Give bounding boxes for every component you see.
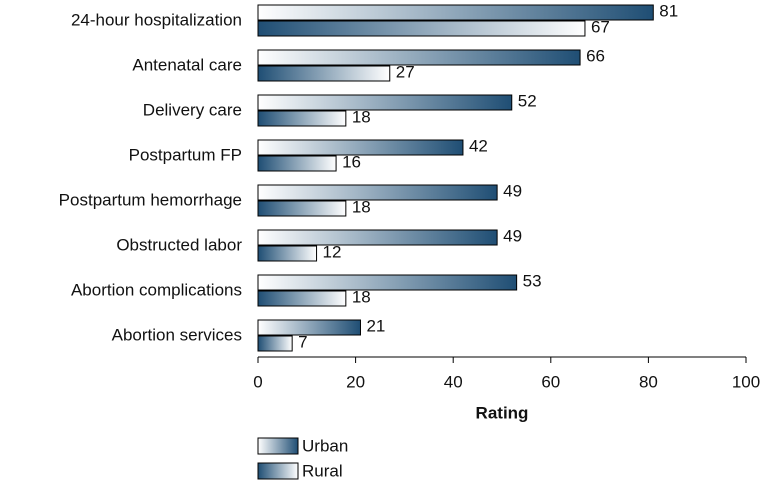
x-axis-title: Rating	[476, 403, 529, 422]
bar	[257, 139, 464, 156]
x-tick-label: 0	[253, 372, 262, 391]
y-tick-label: Antenatal care	[132, 55, 242, 74]
value-label: 18	[352, 287, 371, 306]
x-tick-label: 80	[639, 372, 658, 391]
value-label: 21	[366, 316, 385, 335]
legend-label: Rural	[302, 461, 343, 480]
bar	[257, 110, 347, 127]
value-label: 12	[323, 242, 342, 261]
value-label: 49	[503, 226, 522, 245]
x-tick-label: 100	[732, 372, 760, 391]
value-label: 16	[342, 152, 361, 171]
bar	[257, 94, 513, 111]
y-tick-label: Postpartum FP	[129, 145, 242, 164]
value-label: 27	[396, 62, 415, 81]
bar	[257, 274, 518, 291]
bar	[257, 245, 318, 262]
bar	[257, 65, 391, 82]
y-tick-label: Postpartum hemorrhage	[59, 190, 242, 209]
y-tick-label: 24-hour hospitalization	[71, 10, 242, 29]
bar	[257, 184, 498, 201]
bar	[257, 290, 347, 307]
legend-label: Urban	[302, 436, 348, 455]
legend-swatch	[257, 462, 299, 480]
legend-swatch	[257, 437, 299, 455]
bar	[257, 49, 581, 66]
bar	[257, 200, 347, 217]
x-tick-label: 40	[444, 372, 463, 391]
value-label: 49	[503, 181, 522, 200]
x-tick-label: 60	[541, 372, 560, 391]
y-tick-label: Obstructed labor	[116, 235, 242, 254]
value-label: 81	[659, 1, 678, 20]
value-label: 52	[518, 91, 537, 110]
value-label: 66	[586, 46, 605, 65]
value-label: 18	[352, 107, 371, 126]
bar	[257, 155, 337, 172]
value-label: 7	[298, 332, 307, 351]
value-label: 53	[523, 271, 542, 290]
bar	[257, 335, 293, 352]
value-label: 42	[469, 136, 488, 155]
y-tick-label: Abortion services	[112, 325, 242, 344]
bar	[257, 319, 361, 336]
value-label: 18	[352, 197, 371, 216]
bar	[257, 20, 586, 37]
bar	[257, 4, 654, 21]
value-label: 67	[591, 17, 610, 36]
bar	[257, 229, 498, 246]
y-tick-label: Abortion complications	[71, 280, 242, 299]
x-tick-label: 20	[346, 372, 365, 391]
y-tick-label: Delivery care	[143, 100, 242, 119]
